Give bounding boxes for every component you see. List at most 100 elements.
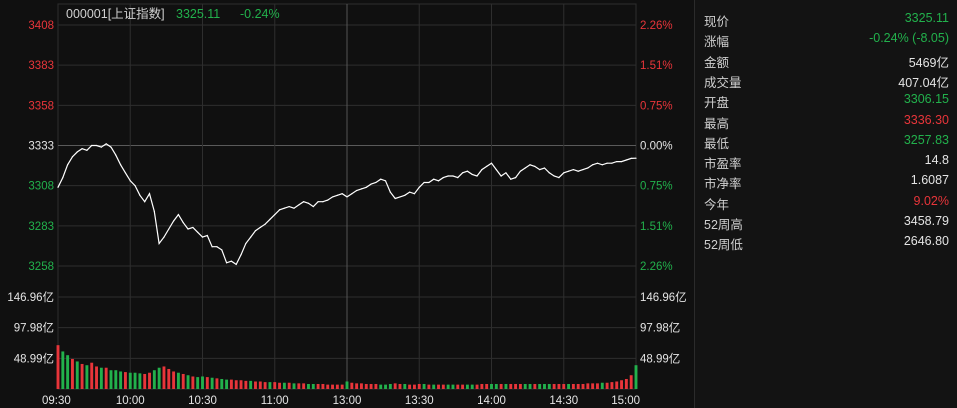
axis-labels: 3408 2.26% 3383 1.51% 3358 0.75% 3333 0.00% 3308… (7, 20, 686, 407)
volume-bar (514, 383, 518, 389)
price-point (95, 144, 98, 147)
price-point (601, 164, 603, 166)
volume-bar (75, 361, 79, 389)
price-point (572, 169, 574, 171)
volume-bar (143, 373, 147, 389)
volume-bar (297, 383, 301, 389)
volume-bar (379, 384, 383, 389)
volume-bar (282, 382, 286, 389)
price-point (100, 146, 102, 148)
price-point (129, 180, 131, 182)
volume-bar (581, 383, 585, 389)
quote-value: -0.24% (-8.05) (869, 31, 949, 46)
price-point (245, 242, 247, 245)
quote-label: 涨幅 (704, 35, 730, 50)
volume-bar (133, 372, 137, 389)
volume-bar (422, 383, 426, 389)
volume-bar (191, 376, 195, 389)
price-tick-left: 3258 (28, 261, 54, 273)
price-point (635, 157, 637, 159)
price-point (288, 205, 290, 208)
quote-value: 2646.80 (903, 234, 949, 249)
price-point (86, 149, 88, 151)
quote-label: 市盈率 (704, 157, 742, 172)
volume-bar (249, 380, 253, 389)
volume-bars (56, 345, 638, 389)
volume-bar (157, 367, 161, 389)
volume-bar (504, 383, 508, 389)
price-point (433, 178, 435, 180)
price-point (168, 228, 170, 230)
price-point (274, 213, 276, 216)
volume-bar (326, 384, 330, 389)
volume-bar (403, 383, 407, 389)
volume-bar (229, 379, 233, 389)
price-point (413, 193, 416, 195)
volume-bar (571, 383, 575, 389)
volume-bar (268, 382, 272, 389)
price-point (298, 204, 300, 206)
quote-row: 金额 5469亿 (704, 49, 949, 70)
price-point (476, 175, 478, 177)
volume-bar (475, 384, 479, 389)
price-tick-left: 3333 (28, 141, 54, 153)
price-tick-right: 0.75% (640, 100, 673, 112)
volume-bar (437, 384, 440, 389)
price-point (596, 162, 599, 164)
volume-bar (201, 376, 204, 389)
volume-bar (176, 372, 180, 389)
price-point (447, 175, 449, 177)
volume-bar (311, 383, 315, 389)
price-tick-left: 3408 (28, 20, 54, 32)
price-point (558, 177, 560, 179)
price-point (360, 188, 363, 190)
quote-value: 3458.79 (903, 214, 949, 228)
price-point (250, 236, 252, 238)
price-point (418, 186, 420, 188)
price-point (409, 191, 411, 193)
price-point (356, 189, 358, 192)
price-point (539, 169, 541, 171)
volume-bar (384, 384, 387, 389)
volume-bar (114, 370, 118, 389)
volume-bar (499, 383, 503, 389)
volume-bar (215, 378, 219, 389)
price-point (529, 164, 531, 166)
volume-bar (61, 351, 65, 389)
volume-bar (85, 365, 89, 389)
price-point (452, 175, 454, 177)
price-point (543, 167, 546, 169)
price-point (481, 169, 483, 171)
price-point (389, 191, 391, 193)
volume-bar (360, 383, 363, 389)
volume-bar (480, 383, 484, 389)
quote-label: 成交量 (704, 75, 742, 90)
volume-bar (600, 382, 604, 389)
price-point (423, 181, 425, 184)
price-point (71, 156, 74, 158)
volume-bar (528, 383, 532, 389)
price-point (67, 164, 69, 166)
price-tick-right: 0.00% (640, 141, 673, 153)
volume-bar (538, 383, 542, 389)
volume-bar (586, 383, 590, 389)
volume-bar (576, 383, 580, 389)
price-point (225, 262, 228, 264)
volume-bar (547, 383, 551, 389)
price-tick-right: 1.51% (640, 221, 673, 233)
price-point (322, 201, 324, 203)
volume-bar (66, 355, 70, 389)
price-point (134, 185, 136, 187)
quote-label: 52周高 (704, 218, 743, 232)
intraday-chart[interactable]: 3408 2.26% 3383 1.51% 3358 0.75% 3333 0.00% 3308… (0, 0, 694, 408)
price-point (153, 210, 155, 212)
quote-value: 3336.30 (903, 112, 949, 127)
price-point (182, 222, 184, 224)
price-point (620, 160, 623, 163)
volume-bar (278, 382, 282, 389)
price-tick-right: 0.75% (640, 181, 673, 193)
price-point (351, 193, 353, 195)
price-point (462, 172, 464, 174)
price-tick-left: 3308 (28, 181, 54, 193)
volume-bar (393, 383, 397, 389)
